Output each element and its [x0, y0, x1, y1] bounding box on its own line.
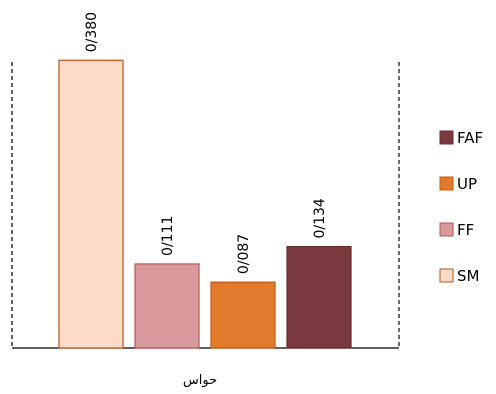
bar-label-up: 0/087	[236, 234, 252, 274]
legend-swatch-up	[439, 176, 454, 191]
bar-label-ff: 0/111	[160, 216, 176, 256]
bar-up	[210, 281, 276, 349]
legend-label-sm: SM	[457, 267, 479, 285]
legend-swatch-faf	[439, 130, 454, 145]
bar-sm	[58, 59, 124, 349]
bar-label-faf: 0/134	[312, 198, 328, 238]
legend-label-ff: FF	[457, 221, 474, 239]
bar-ff	[134, 263, 200, 349]
bar-label-sm: 0/380	[84, 12, 100, 52]
bar-faf	[286, 245, 352, 349]
legend: FAF UP FF SM	[439, 129, 483, 285]
legend-label-faf: FAF	[457, 129, 483, 147]
bar-labels-group: 0/380 0/111 0/087 0/134	[84, 12, 328, 274]
x-axis-label: حواس	[183, 373, 217, 388]
legend-swatch-sm	[439, 268, 454, 283]
legend-swatch-ff	[439, 222, 454, 237]
legend-label-up: UP	[457, 175, 477, 193]
bars-group	[58, 59, 352, 349]
